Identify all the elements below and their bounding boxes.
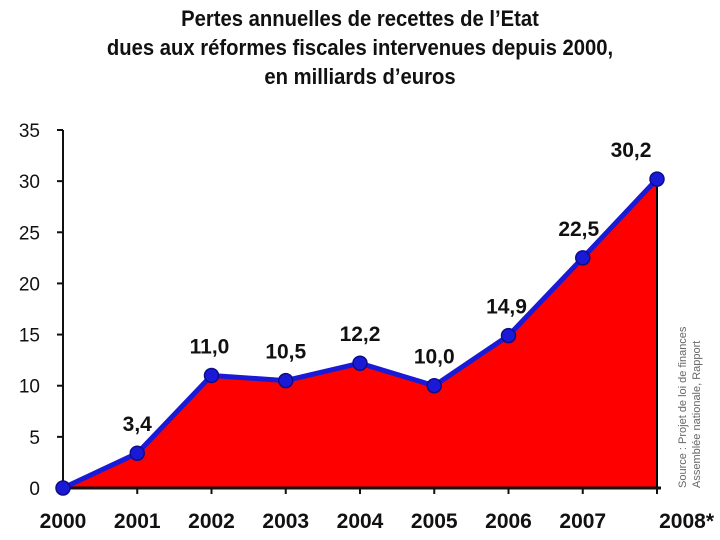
data-point: [500, 327, 517, 344]
x-tick-label: 2007: [559, 510, 606, 533]
y-tick-label: 5: [29, 428, 40, 449]
data-point: [575, 250, 591, 266]
area-fill: [63, 179, 657, 488]
x-tick-label: 2003: [262, 510, 309, 533]
data-point: [129, 445, 145, 461]
chart-title-line-1: Pertes annuelles de recettes de l’Etat: [181, 6, 539, 31]
x-tick-label: 2002: [188, 510, 235, 533]
x-tick-label: 2005: [411, 510, 458, 533]
data-label: 11,0: [190, 335, 230, 358]
data-label: 10,5: [265, 341, 306, 364]
source-note-line: Assemblée nationale, Rapport: [691, 341, 703, 488]
y-tick-label: 30: [19, 172, 40, 193]
x-tick-label: 2004: [337, 510, 384, 533]
x-tick-label: 2006: [485, 510, 532, 533]
data-label: 22,5: [558, 218, 599, 241]
data-point: [649, 171, 665, 187]
data-point: [278, 372, 294, 389]
data-label: 3,4: [123, 413, 153, 436]
source-note-line: Source : Projet de loi de finances: [677, 326, 689, 488]
data-label: 12,2: [340, 323, 381, 346]
data-point: [55, 480, 71, 496]
y-tick-label: 35: [19, 121, 40, 142]
data-label: 14,9: [486, 296, 527, 319]
y-tick-label: 0: [29, 479, 40, 500]
data-label: 10,0: [414, 346, 455, 369]
y-tick-label: 20: [19, 274, 40, 295]
x-tick-label: 2008*: [659, 510, 715, 533]
chart-title-line-2: dues aux réformes fiscales intervenues d…: [106, 35, 614, 60]
y-tick-label: 15: [19, 326, 40, 347]
chart-title-line-3: en milliards d’euros: [264, 64, 456, 89]
x-tick-label: 2001: [114, 510, 161, 533]
x-tick-label: 2000: [40, 510, 87, 533]
chart-title: Pertes annuelles de recettes de l’Etat d…: [0, 4, 720, 91]
data-point: [203, 367, 220, 384]
y-tick-label: 10: [19, 377, 40, 398]
data-point: [426, 377, 442, 394]
y-tick-label: 25: [19, 223, 40, 244]
data-point: [352, 355, 368, 371]
data-label: 30,2: [611, 139, 652, 162]
